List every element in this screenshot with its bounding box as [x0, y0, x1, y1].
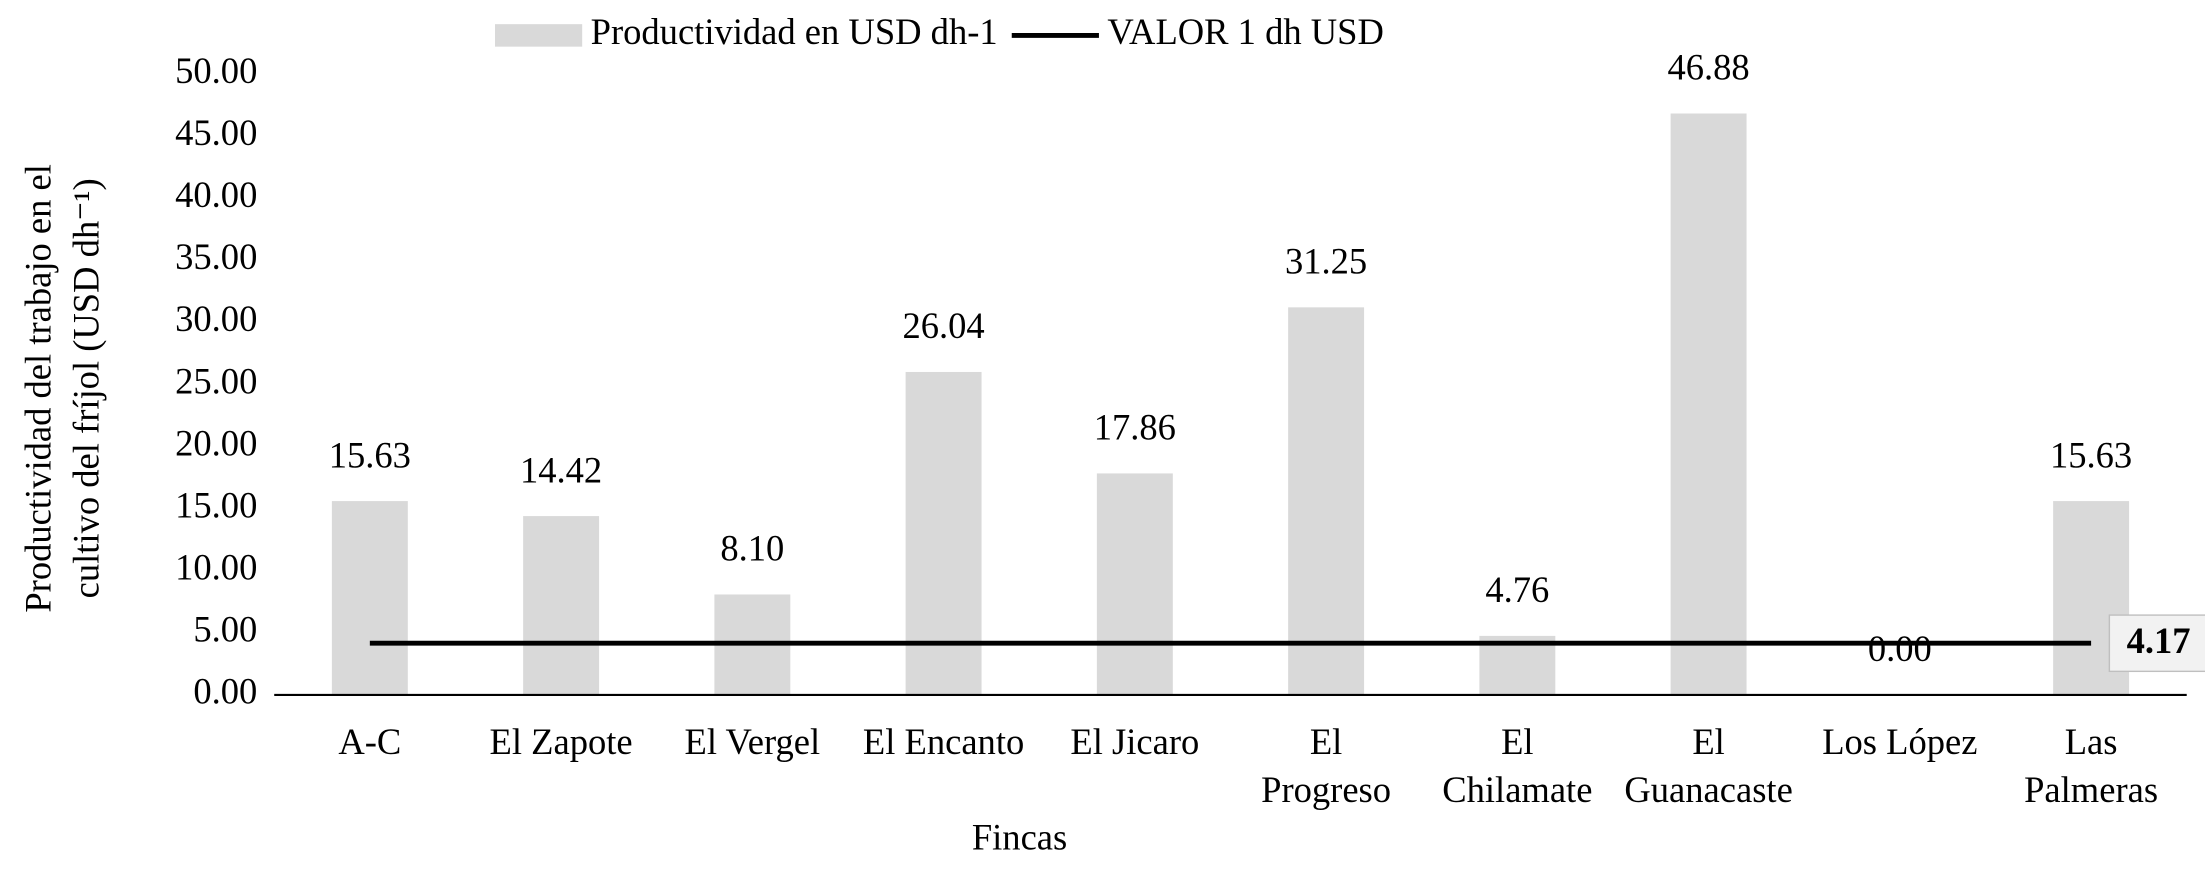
x-tick-label: El Jicaro [1070, 721, 1199, 762]
y-axis-label: Productividad del trabajo en el [18, 164, 59, 613]
y-tick-label: 50.00 [175, 50, 257, 91]
data-label-box [2108, 614, 2205, 673]
bar [1670, 113, 1747, 695]
y-tick-label: 20.00 [175, 422, 257, 463]
bar [1479, 635, 1556, 695]
x-tick-label: El [1692, 721, 1724, 762]
x-tick-label: El [1501, 721, 1533, 762]
y-tick-label: 25.00 [175, 360, 257, 401]
x-tick-label: Chilamate [1442, 769, 1592, 810]
x-tick-label: Las [2065, 721, 2118, 762]
legend-swatch [495, 24, 583, 47]
x-tick-label: El Zapote [490, 721, 633, 762]
legend-label: Productividad en USD dh-1 [591, 11, 998, 52]
x-axis-label: Fincas [972, 817, 1067, 858]
x-tick-label: A-C [338, 721, 401, 762]
data-label: 14.42 [520, 449, 602, 490]
data-label: 0.00 [1868, 628, 1932, 669]
x-tick-label: El Vergel [685, 721, 821, 762]
bar [905, 371, 982, 695]
data-label: 17.86 [1094, 407, 1176, 448]
y-axis-label: cultivo del fríjol (USD dh⁻¹) [65, 178, 106, 598]
data-label: 8.10 [720, 528, 784, 569]
y-tick-label: 40.00 [175, 174, 257, 215]
data-label: 26.04 [902, 305, 984, 346]
y-tick-label: 5.00 [193, 608, 257, 649]
bar [523, 516, 600, 695]
y-tick-label: 45.00 [175, 112, 257, 153]
bar [331, 501, 408, 695]
y-tick-label: 15.00 [175, 484, 257, 525]
data-label: 15.63 [329, 434, 411, 475]
data-label: 15.63 [2050, 434, 2132, 475]
x-tick-label: El [1310, 721, 1342, 762]
y-tick-label: 35.00 [175, 236, 257, 277]
y-tick-label: 0.00 [193, 670, 257, 711]
x-tick-label: Progreso [1261, 769, 1391, 810]
data-label: 4.17 [2127, 620, 2191, 661]
y-tick-label: 10.00 [175, 546, 257, 587]
legend-label: VALOR 1 dh USD [1107, 11, 1384, 52]
data-label: 46.88 [1667, 47, 1749, 88]
y-tick-label: 30.00 [175, 298, 257, 339]
bar [1288, 307, 1365, 695]
data-label: 4.76 [1485, 569, 1549, 610]
x-tick-label: Los López [1822, 721, 1977, 762]
bar [1096, 473, 1173, 695]
x-tick-label: Guanacaste [1624, 769, 1792, 810]
x-tick-label: El Encanto [863, 721, 1024, 762]
x-tick-label: Palmeras [2024, 769, 2158, 810]
data-label: 31.25 [1285, 241, 1367, 282]
